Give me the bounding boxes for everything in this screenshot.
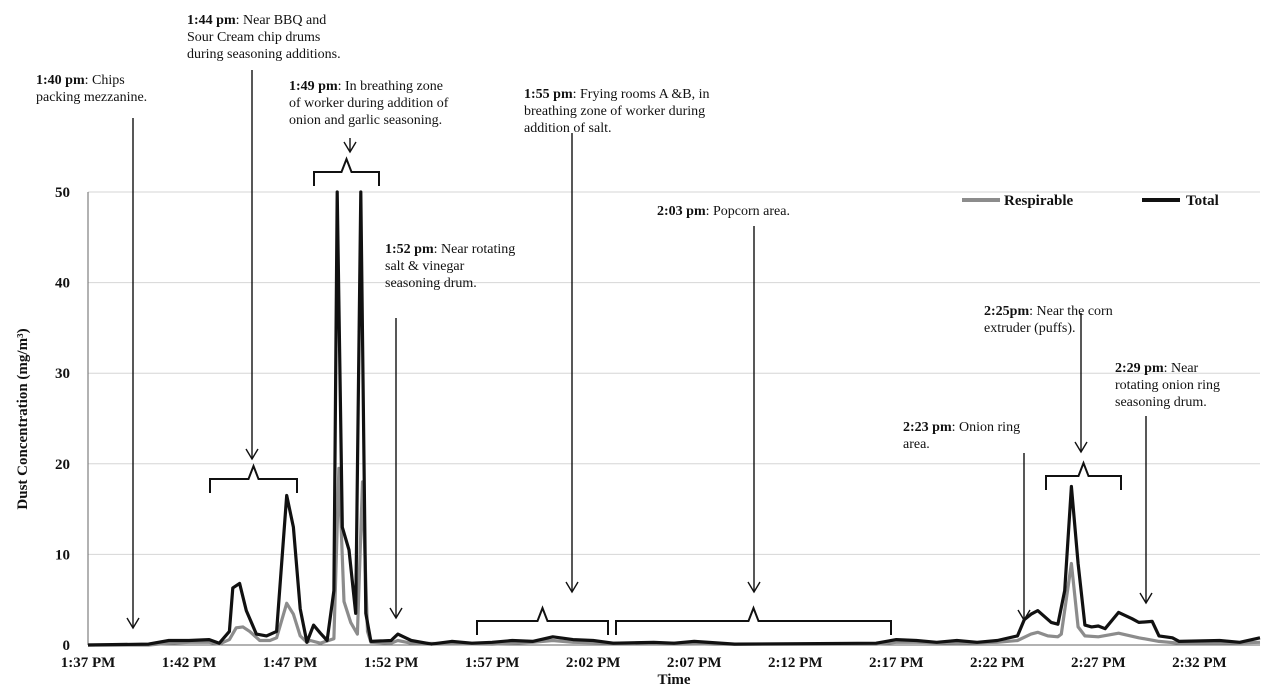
annotation-2-29-pm-time: 2:29 pm [1115, 361, 1164, 376]
annotation-1-52-pm-line-1: 1:52 pm: Near rotating [385, 242, 515, 257]
annotation-1-55-pm-text: : Frying rooms A &B, in [573, 87, 710, 102]
annotation-2-25pm-line-2: extruder (puffs). [984, 321, 1076, 336]
x-tick-1-37-pm: 1:37 PM [61, 655, 116, 671]
y-axis-title: Dust Concentration (mg/m³) [15, 328, 31, 509]
bracket-1-44 [209, 463, 298, 493]
brackets [209, 156, 1122, 635]
x-tick-2-17-pm: 2:17 PM [869, 655, 924, 671]
annotation-2-29-pm-line-2: rotating onion ring [1115, 378, 1220, 393]
annotation-1-44-pm-line-2: Sour Cream chip drums [187, 30, 320, 45]
y-tick-30: 30 [55, 366, 70, 382]
annotation-1-55-pm-line-2: breathing zone of worker during [524, 104, 705, 119]
gridlines [88, 191, 1260, 555]
annotation-1-52-pm-time: 1:52 pm [385, 242, 434, 257]
annotation-arrows [126, 70, 1153, 630]
annotations: 1:40 pm: Chips packing mezzanine. 1:44 pm:… [36, 13, 1220, 452]
x-tick-1-52-pm: 1:52 PM [364, 655, 419, 671]
annotation-2-25pm-text: : Near the corn [1029, 304, 1113, 319]
bracket-1-55 [476, 605, 609, 635]
arrow-1-52-head [389, 607, 403, 620]
arrow-2-23-head [1017, 609, 1031, 622]
x-tick-2-07-pm: 2:07 PM [667, 655, 722, 671]
y-tick-50: 50 [55, 185, 70, 201]
x-tick-labels: 1:37 PM 1:42 PM 1:47 PM 1:52 PM 1:57 PM 2:02 … [61, 655, 1227, 671]
annotation-2-03-pm-line-1: 2:03 pm: Popcorn area. [657, 204, 790, 219]
arrow-1-55-head [565, 581, 579, 594]
bracket-1-49 [313, 156, 380, 186]
annotation-2-23-pm-time: 2:23 pm [903, 420, 952, 435]
annotation-1-55-pm-line-1: 1:55 pm: Frying rooms A &B, in [524, 87, 710, 102]
y-tick-20: 20 [55, 457, 70, 473]
legend-label-total: Total [1186, 193, 1219, 209]
annotation-1-49-pm-text: : In breathing zone [338, 79, 443, 94]
y-tick-0: 0 [63, 638, 71, 654]
annotation-1-40-pm-line-2: packing mezzanine. [36, 90, 147, 105]
annotation-1-49-pm-line-3: onion and garlic seasoning. [289, 113, 442, 128]
annotation-1-44-pm-line-1: 1:44 pm: Near BBQ and [187, 13, 326, 28]
x-tick-1-57-pm: 1:57 PM [465, 655, 520, 671]
annotation-1-52-pm-line-2: salt & vinegar [385, 259, 465, 274]
y-tick-labels: 0 10 20 30 40 50 [55, 185, 70, 654]
y-tick-40: 40 [55, 276, 70, 292]
axes [87, 192, 1260, 646]
arrow-1-49-head [343, 141, 357, 154]
arrow-2-29-head [1139, 592, 1153, 605]
annotation-2-29-pm-text: : Near [1164, 361, 1199, 376]
annotation-2-29-pm-line-3: seasoning drum. [1115, 395, 1207, 410]
annotation-2-03-pm-text: : Popcorn area. [706, 204, 790, 219]
annotation-1-55-pm-line-3: addition of salt. [524, 121, 612, 136]
x-tick-2-32-pm: 2:32 PM [1172, 655, 1227, 671]
annotation-2-29-pm-line-1: 2:29 pm: Near [1115, 361, 1199, 376]
annotation-1-40-pm-time: 1:40 pm [36, 73, 85, 88]
annotation-1-44-pm-text: : Near BBQ and [236, 13, 327, 28]
legend: Respirable Total [962, 193, 1219, 209]
annotation-1-52-pm-line-3: seasoning drum. [385, 276, 477, 291]
arrow-1-44-head [245, 448, 259, 461]
y-tick-10: 10 [55, 547, 70, 563]
series-line-respirable [88, 466, 1261, 647]
annotation-1-49-pm-line-2: of worker during addition of [289, 96, 449, 111]
annotation-2-25pm-time: 2:25pm [984, 304, 1029, 319]
annotation-1-49-pm-line-1: 1:49 pm: In breathing zone [289, 79, 443, 94]
annotation-2-23-pm-text: : Onion ring [952, 420, 1020, 435]
x-tick-2-27-pm: 2:27 PM [1071, 655, 1126, 671]
annotation-2-25pm-line-1: 2:25pm: Near the corn [984, 304, 1113, 319]
annotation-1-40-pm-line-1: 1:40 pm: Chips [36, 73, 125, 88]
x-tick-2-02-pm: 2:02 PM [566, 655, 621, 671]
annotation-1-55-pm-time: 1:55 pm [524, 87, 573, 102]
arrow-2-03-head [747, 581, 761, 594]
x-axis-title: Time [657, 672, 690, 688]
annotation-1-52-pm-text: : Near rotating [434, 242, 516, 257]
annotation-1-44-pm-line-3: during seasoning additions. [187, 47, 341, 62]
arrow-1-40-head [126, 617, 140, 630]
legend-label-respirable: Respirable [1004, 193, 1074, 209]
annotation-2-23-pm-line-2: area. [903, 437, 930, 452]
x-tick-2-22-pm: 2:22 PM [970, 655, 1025, 671]
x-tick-2-12-pm: 2:12 PM [768, 655, 823, 671]
x-tick-1-42-pm: 1:42 PM [162, 655, 217, 671]
series-lines [87, 190, 1261, 647]
annotation-1-49-pm-time: 1:49 pm [289, 79, 338, 94]
x-tick-1-47-pm: 1:47 PM [263, 655, 318, 671]
series-line-total [87, 190, 1261, 647]
annotation-1-40-pm-text: : Chips [85, 73, 125, 88]
annotation-1-44-pm-time: 1:44 pm [187, 13, 236, 28]
arrow-2-25-head [1074, 441, 1088, 454]
bracket-2-03 [615, 605, 892, 635]
annotation-2-23-pm-line-1: 2:23 pm: Onion ring [903, 420, 1020, 435]
bracket-2-25 [1045, 460, 1122, 490]
annotation-2-03-pm-time: 2:03 pm [657, 204, 706, 219]
